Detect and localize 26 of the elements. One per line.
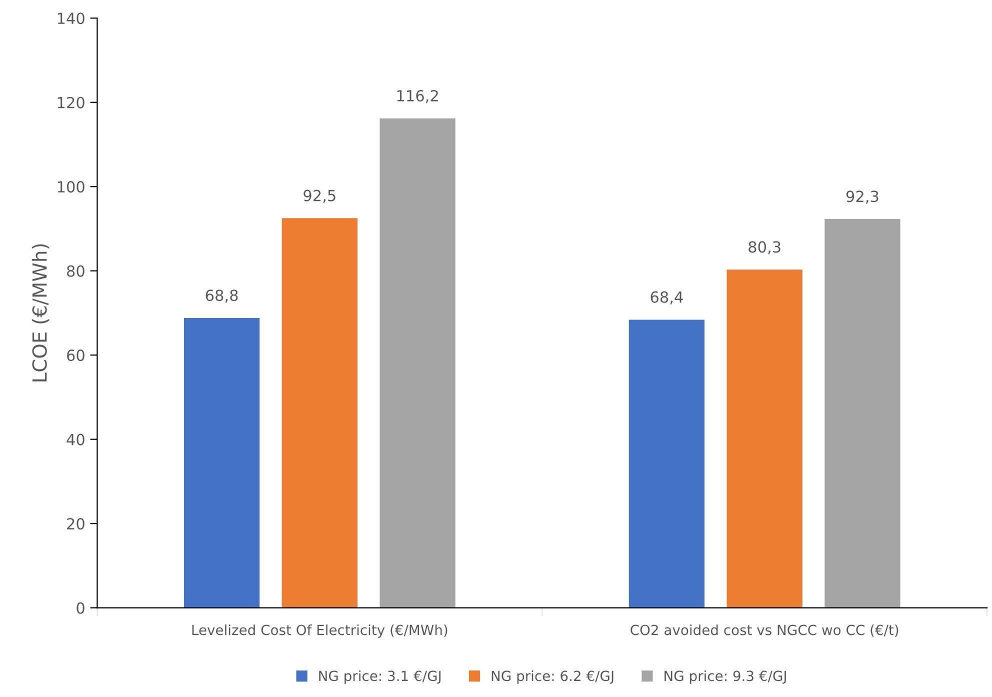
y-axis-title: LCOE (€/MWh) bbox=[32, 244, 50, 382]
y-tick-label: 120 bbox=[58, 96, 84, 108]
data-label: 116,2 bbox=[397, 90, 438, 104]
x-tick-label: Levelized Cost Of Electricity (€/MWh) bbox=[192, 624, 448, 638]
y-tick-label: 100 bbox=[58, 181, 84, 193]
legend-label: NG price: 3.1 €/GJ bbox=[319, 670, 441, 684]
bar bbox=[184, 318, 260, 608]
data-label: 68,4 bbox=[650, 291, 683, 304]
data-label: 92,3 bbox=[846, 190, 878, 204]
y-tick-label: 60 bbox=[67, 350, 84, 362]
bar bbox=[726, 270, 802, 608]
bar bbox=[282, 218, 358, 608]
bar bbox=[628, 320, 705, 608]
legend-label: NG price: 6.2 €/GJ bbox=[492, 670, 614, 684]
y-tick-label: 20 bbox=[67, 518, 84, 530]
data-label: 80,3 bbox=[748, 241, 780, 254]
y-tick-label: 80 bbox=[67, 265, 84, 277]
legend-label: NG price: 9.3 €/GJ bbox=[664, 670, 786, 684]
y-tick-label: 140 bbox=[58, 12, 84, 24]
y-tick-label: 40 bbox=[66, 434, 84, 446]
data-label: 92,5 bbox=[304, 190, 336, 203]
bar bbox=[824, 219, 900, 608]
bar bbox=[380, 118, 456, 608]
y-tick-label: 0 bbox=[76, 602, 84, 614]
data-label: 68,8 bbox=[206, 290, 238, 303]
x-tick-label: CO2 avoided cost vs NGCC wo CC (€/t) bbox=[630, 624, 898, 637]
